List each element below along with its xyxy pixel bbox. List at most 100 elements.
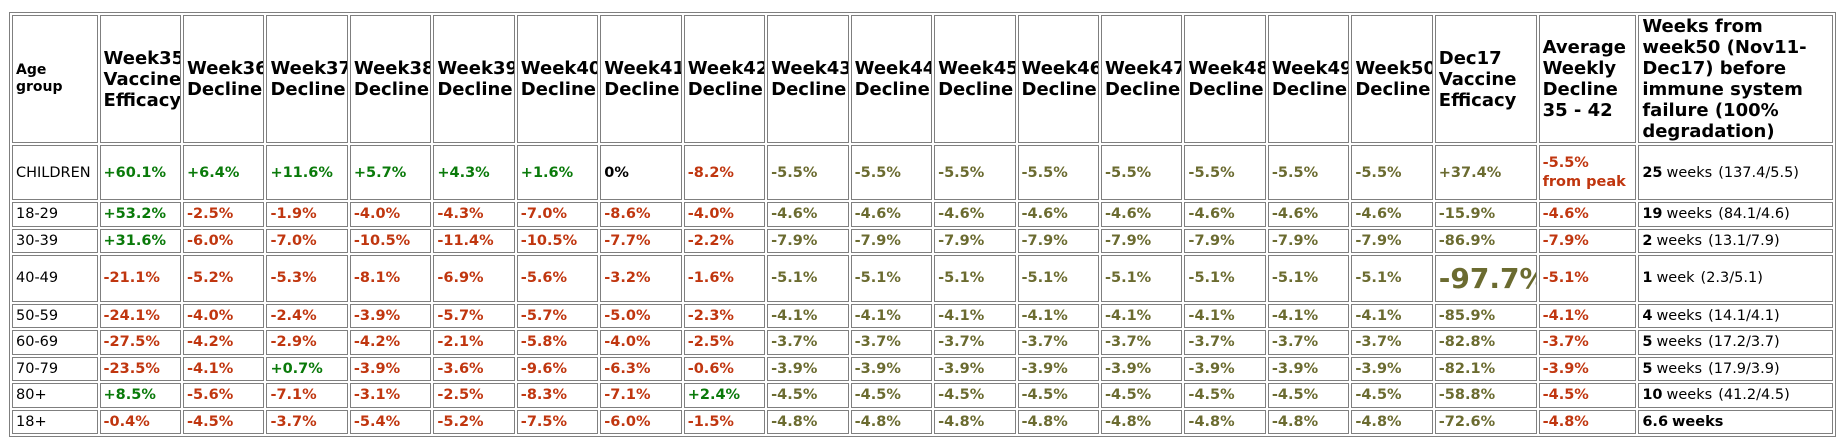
value-cell: -7.7% [600,228,682,254]
value-cell: -3.7% [1267,330,1350,355]
weeks-to-failure-cell: 6.6 weeks [1638,409,1833,434]
header-col-13: Week48 Decline [1184,15,1266,143]
weeks-to-failure-cell: 25 weeks (137.4/5.5) [1638,145,1833,201]
weeks-word: week [1656,270,1695,287]
value-cell: -4.6% [767,202,849,227]
value-cell: -7.0% [266,228,348,254]
value-cell: -5.5% [850,145,933,201]
value-cell: -6.0% [182,228,265,254]
value-cell: -5.5% [1184,145,1266,201]
value-cell: -5.8% [516,330,599,355]
value-cell: -7.9% [850,228,933,254]
value-cell: -3.7% [767,330,849,355]
value-cell: -2.9% [266,330,348,355]
value-cell: -3.9% [349,303,432,329]
value-cell: -97.7% [1434,255,1537,302]
weeks-calculation: (137.4/5.5) [1718,164,1799,181]
vaccine-efficacy-table: Age group Week35 Vaccine Efficacy Week36 … [9,12,1836,437]
value-cell: -6.9% [433,255,515,302]
header-col-9: Week44 Decline [850,15,933,143]
header-weeks-to-failure: Weeks from week50 (Nov11-Dec17) before i… [1638,15,1833,143]
value-cell: -5.1% [767,255,849,302]
value-cell: -5.5% from peak [1538,145,1637,201]
value-cell: -4.0% [349,202,432,227]
value-cell: -23.5% [99,356,181,382]
value-cell: -4.0% [600,330,682,355]
value-cell: -4.0% [683,202,766,227]
weeks-number: 10 [1642,387,1663,404]
weeks-word: weeks [1672,413,1724,430]
value-cell: -3.9% [1017,356,1099,382]
value-cell: -5.4% [349,409,432,434]
value-cell: -3.9% [934,356,1016,382]
weeks-calculation: (17.2/3.7) [1708,334,1780,351]
value-cell: -3.6% [433,356,515,382]
value-cell: -3.9% [1184,356,1266,382]
value-cell: -15.9% [1434,202,1537,227]
value-cell: -4.6% [934,202,1016,227]
value-cell: -4.8% [1017,409,1099,434]
weeks-word: weeks [1666,164,1713,181]
header-col-12: Week47 Decline [1100,15,1183,143]
value-cell: -5.5% [1267,145,1350,201]
weeks-number: 5 [1642,360,1653,377]
value-cell: -2.2% [683,228,766,254]
value-cell: +1.6% [516,145,599,201]
weeks-word: weeks [1666,387,1713,404]
value-cell: -4.5% [1184,383,1266,408]
value-cell: -4.1% [767,303,849,329]
value-cell: -4.6% [1184,202,1266,227]
weeks-to-failure-cell: 19 weeks (84.1/4.6) [1638,202,1833,227]
value-cell: -8.3% [516,383,599,408]
value-cell: -3.9% [1267,356,1350,382]
header-col-6: Week41 Decline [600,15,682,143]
weeks-number: 25 [1642,164,1663,181]
value-cell: -5.3% [266,255,348,302]
weeks-to-failure-cell: 5 weeks (17.2/3.7) [1638,330,1833,355]
value-cell: -3.7% [934,330,1016,355]
value-cell: -4.8% [1267,409,1350,434]
table-row: 40-49 -21.1% -5.2% -5.3% -8.1% -6.9% -5.6% -3.2… [12,255,1833,302]
header-col-0: Week35 Vaccine Efficacy [99,15,181,143]
table-row: 50-59 -24.1% -4.0% -2.4% -3.9% -5.7% -5.7% -5.0… [12,303,1833,329]
value-cell: -4.2% [182,330,265,355]
age-group-cell: 60-69 [12,330,98,355]
value-cell: -3.9% [767,356,849,382]
value-cell: -4.5% [1267,383,1350,408]
value-cell: -5.7% [433,303,515,329]
header-col-4: Week39 Decline [433,15,515,143]
value-cell: -4.3% [433,202,515,227]
value-cell: -3.7% [1538,330,1637,355]
header-col-7: Week42 Decline [683,15,766,143]
value-cell: -4.1% [1267,303,1350,329]
value-cell: 0% [600,145,682,201]
value-cell: -6.3% [600,356,682,382]
table-row: 60-69 -27.5% -4.2% -2.9% -4.2% -2.1% -5.8% -4.0… [12,330,1833,355]
value-cell: -82.1% [1434,356,1537,382]
value-cell: -3.7% [266,409,348,434]
value-cell: -4.8% [1351,409,1433,434]
age-group-cell: 50-59 [12,303,98,329]
value-cell: -21.1% [99,255,181,302]
value-cell: +6.4% [182,145,265,201]
weeks-to-failure-cell: 1 week (2.3/5.1) [1638,255,1833,302]
value-cell: -7.9% [1100,228,1183,254]
value-cell: -4.5% [1538,383,1637,408]
value-cell: -9.6% [516,356,599,382]
value-cell: -4.8% [1538,409,1637,434]
value-cell: -2.3% [683,303,766,329]
value-cell: -5.1% [850,255,933,302]
value-cell: -4.5% [1017,383,1099,408]
value-cell: -4.5% [767,383,849,408]
value-cell: -5.1% [1267,255,1350,302]
value-cell: -2.5% [433,383,515,408]
value-cell: -4.8% [850,409,933,434]
value-cell: -2.5% [683,330,766,355]
weeks-word: weeks [1656,232,1703,249]
value-cell: -7.1% [266,383,348,408]
weeks-number: 1 [1642,270,1653,287]
weeks-word: weeks [1656,360,1703,377]
value-cell: -8.6% [600,202,682,227]
value-cell: -4.6% [850,202,933,227]
header-col-5: Week40 Decline [516,15,599,143]
